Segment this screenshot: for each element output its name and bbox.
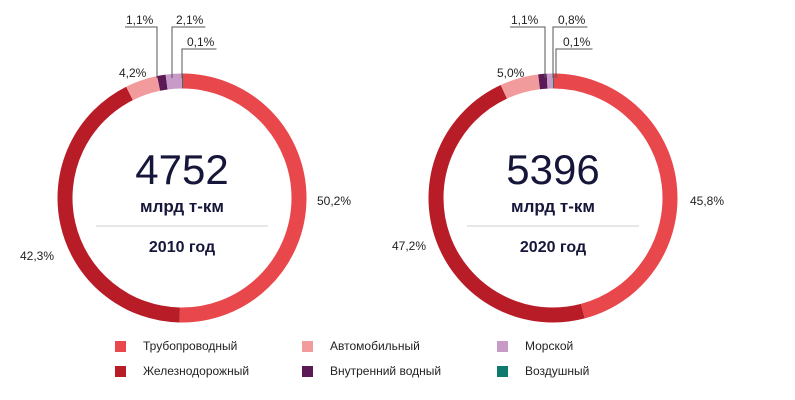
slice-2-0 — [553, 73, 678, 319]
data-label-2-4: 0,8% — [558, 13, 586, 27]
data-label-2-1: 47,2% — [392, 239, 426, 253]
donut-chart-2: 45,8% 47,2% 5,0% 1,1% 0,8% 0,1% 5396 млрд т-км 2… — [392, 13, 724, 323]
legend-swatch-5 — [497, 365, 508, 377]
year-label-2: 2020 год — [520, 239, 586, 256]
slice-1-1 — [57, 86, 180, 323]
legend-swatch-2 — [497, 340, 508, 352]
data-label-1-2: 4,2% — [119, 66, 147, 80]
legend-label-5: Воздушный — [525, 364, 590, 378]
legend-label-0: Трубопроводный — [143, 339, 238, 353]
slice-2-3 — [538, 73, 548, 90]
legend-item-3: Железнодорожный — [115, 364, 249, 378]
data-label-1-0: 50,2% — [317, 194, 351, 208]
data-label-1-1: 42,3% — [20, 249, 54, 263]
data-label-1-4: 2,1% — [176, 13, 204, 27]
legend-item-4: Внутренний водный — [302, 364, 441, 378]
legend-label-2: Морской — [525, 339, 574, 353]
legend-swatch-1 — [302, 340, 313, 352]
total-unit-1: млрд т-км — [140, 197, 224, 216]
legend-label-4: Внутренний водный — [330, 364, 442, 378]
leader-line-2-5 — [555, 48, 593, 78]
leader-line-2-3 — [540, 26, 546, 78]
slice-1-0 — [179, 73, 307, 323]
legend-label-1: Автомобильный — [330, 339, 420, 353]
legend-item-2: Морской — [497, 339, 573, 353]
data-label-2-0: 45,8% — [690, 194, 724, 208]
data-label-2-3: 1,1% — [511, 13, 539, 27]
donut-chart-1: 50,2% 42,3% 4,2% 1,1% 2,1% 0,1% 4752 млрд т-км 2… — [20, 13, 351, 323]
total-unit-2: млрд т-км — [511, 197, 595, 216]
total-value-2: 5396 — [506, 146, 599, 193]
slice-2-2 — [500, 74, 541, 99]
legend-item-5: Воздушный — [497, 364, 589, 378]
slice-1-2 — [126, 76, 161, 101]
legend-item-1: Автомобильный — [302, 339, 420, 353]
slice-2-1 — [428, 85, 585, 323]
legend-swatch-4 — [302, 365, 313, 377]
year-label-1: 2010 год — [149, 239, 215, 256]
data-label-1-5: 0,1% — [187, 35, 215, 49]
data-label-2-5: 0,1% — [563, 35, 591, 49]
legend-item-0: Трубопроводный — [115, 339, 237, 353]
legend-label-3: Железнодорожный — [143, 364, 250, 378]
leader-line-1-3 — [155, 26, 158, 78]
slice-1-3 — [157, 74, 168, 91]
legend-swatch-3 — [115, 365, 126, 377]
data-label-2-2: 5,0% — [497, 66, 525, 80]
legend-swatch-0 — [115, 340, 126, 352]
slice-1-4 — [165, 73, 183, 90]
total-value-1: 4752 — [135, 146, 228, 193]
data-label-1-3: 1,1% — [126, 13, 154, 27]
